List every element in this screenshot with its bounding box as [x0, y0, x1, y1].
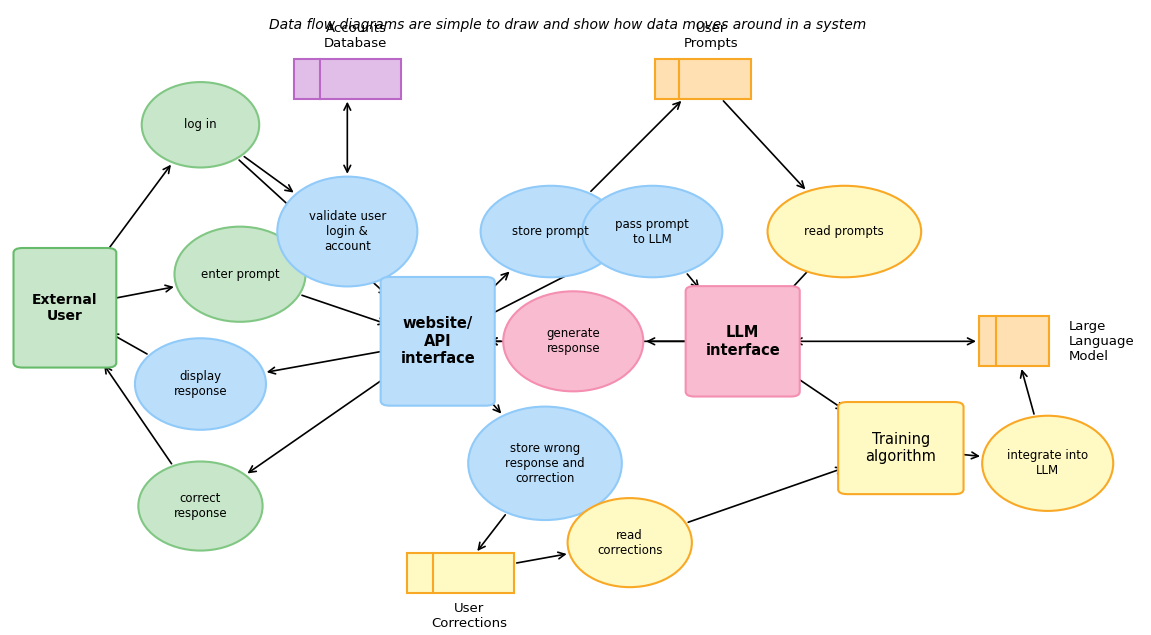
- Ellipse shape: [481, 186, 620, 277]
- Text: store prompt: store prompt: [512, 225, 589, 238]
- Text: Data flow diagrams are simple to draw and show how data moves around in a system: Data flow diagrams are simple to draw an…: [269, 18, 867, 32]
- Text: log in: log in: [184, 118, 216, 131]
- Text: read prompts: read prompts: [805, 225, 884, 238]
- Ellipse shape: [142, 82, 259, 168]
- Text: website/
API
interface: website/ API interface: [401, 316, 475, 366]
- Ellipse shape: [175, 227, 305, 322]
- Text: correct
response: correct response: [174, 492, 227, 520]
- Text: External
User: External User: [32, 293, 98, 323]
- Text: read
corrections: read corrections: [597, 528, 663, 557]
- FancyBboxPatch shape: [655, 59, 752, 99]
- FancyBboxPatch shape: [686, 286, 800, 396]
- Text: integrate into
LLM: integrate into LLM: [1007, 450, 1088, 478]
- Ellipse shape: [567, 498, 692, 587]
- Ellipse shape: [582, 186, 723, 277]
- Text: User
Prompts: User Prompts: [684, 22, 738, 50]
- Text: enter prompt: enter prompt: [200, 268, 280, 281]
- Text: pass prompt
to LLM: pass prompt to LLM: [616, 218, 689, 246]
- FancyBboxPatch shape: [381, 277, 495, 406]
- FancyBboxPatch shape: [294, 59, 401, 99]
- Text: display
response: display response: [174, 370, 227, 398]
- Text: store wrong
response and
correction: store wrong response and correction: [505, 442, 585, 485]
- FancyBboxPatch shape: [406, 553, 514, 593]
- Ellipse shape: [468, 406, 622, 520]
- Ellipse shape: [503, 291, 643, 391]
- Text: Accounts
Database: Accounts Database: [325, 22, 388, 50]
- Text: validate user
login &
account: validate user login & account: [308, 210, 386, 253]
- Ellipse shape: [277, 177, 418, 286]
- Ellipse shape: [982, 416, 1113, 511]
- Text: generate
response: generate response: [547, 327, 600, 356]
- Text: Training
algorithm: Training algorithm: [866, 432, 936, 464]
- Ellipse shape: [135, 338, 266, 430]
- FancyBboxPatch shape: [838, 402, 963, 494]
- Ellipse shape: [768, 186, 921, 277]
- Text: LLM
interface: LLM interface: [706, 325, 780, 358]
- Text: Large
Language
Model: Large Language Model: [1069, 320, 1135, 363]
- FancyBboxPatch shape: [14, 248, 116, 368]
- Text: User
Corrections: User Corrections: [430, 602, 506, 630]
- FancyBboxPatch shape: [978, 316, 1049, 366]
- Ellipse shape: [138, 462, 262, 551]
